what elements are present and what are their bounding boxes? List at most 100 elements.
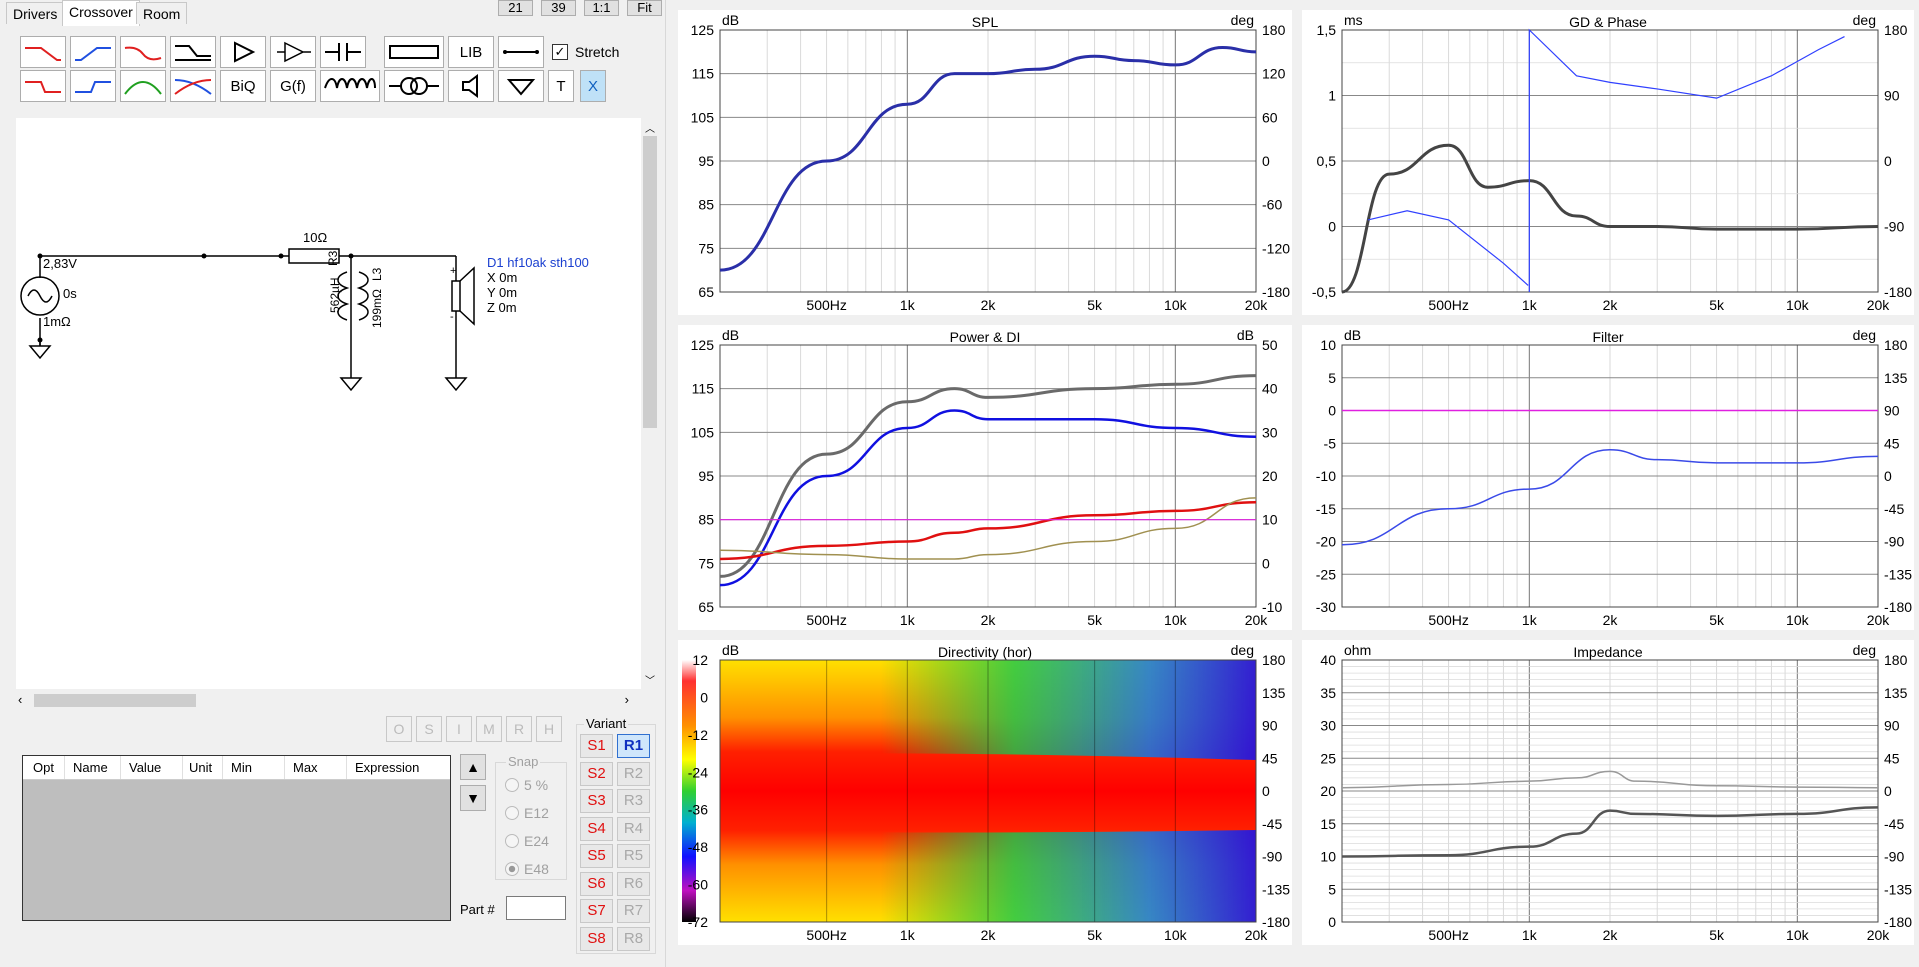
vertical-scrollbar[interactable]: ︿ ﹀ bbox=[641, 118, 659, 689]
scroll-left-arrow[interactable]: ‹ bbox=[18, 692, 23, 707]
s-button[interactable]: S bbox=[416, 716, 442, 742]
highpass-step-button[interactable] bbox=[70, 70, 116, 102]
fit-button[interactable]: Fit bbox=[627, 0, 662, 16]
zoom-39-button[interactable]: 39 bbox=[541, 0, 576, 16]
freq-tick-label: 2k bbox=[1603, 297, 1619, 313]
transformer-button[interactable] bbox=[384, 70, 444, 102]
h-button[interactable]: H bbox=[536, 716, 562, 742]
ground-button[interactable] bbox=[498, 70, 544, 102]
variant-s3-button[interactable]: S3 bbox=[580, 789, 613, 813]
delete-button[interactable]: X bbox=[580, 70, 606, 102]
variant-r1-button[interactable]: R1 bbox=[617, 734, 650, 758]
column-opt[interactable]: Opt bbox=[23, 756, 65, 779]
schematic-canvas[interactable]: + - 2,83V 0s 1mΩ 10Ω R3 562µH L3 199mΩ D… bbox=[16, 118, 641, 689]
variant-s5-button[interactable]: S5 bbox=[580, 844, 613, 868]
scroll-up-arrow[interactable]: ︿ bbox=[645, 124, 655, 135]
right-tick-label: -180 bbox=[1884, 599, 1912, 615]
freq-tick-label: 5k bbox=[1709, 927, 1725, 943]
snap-e48[interactable]: E48 bbox=[505, 861, 549, 877]
column-expression[interactable]: Expression bbox=[355, 760, 420, 775]
variant-s2-button[interactable]: S2 bbox=[580, 761, 613, 786]
variant-r3-button[interactable]: R3 bbox=[617, 789, 650, 813]
variant-s4-button[interactable]: S4 bbox=[580, 816, 613, 841]
tab-crossover[interactable]: Crossover bbox=[62, 0, 140, 26]
left-tick-label: 95 bbox=[698, 468, 714, 484]
freq-tick-label: 5k bbox=[1087, 927, 1103, 943]
part-number-input[interactable] bbox=[506, 896, 566, 920]
tab-drivers[interactable]: Drivers bbox=[6, 2, 65, 24]
snap-e24[interactable]: E24 bbox=[505, 833, 549, 849]
freq-tick-label: 10k bbox=[1786, 297, 1810, 313]
filter-chart[interactable]: 10 5 0 -5 -10 -15 -20 -25 -30 180 135 90 45 0 -45 -90 -1… bbox=[1302, 325, 1914, 630]
o-button[interactable]: O bbox=[386, 716, 412, 742]
zoom-1-1-button[interactable]: 1:1 bbox=[584, 0, 619, 16]
right-tick-label: 0 bbox=[1262, 783, 1270, 799]
power-di-chart[interactable]: 125 115 105 95 85 75 65 50 40 30 20 10 0 -10 dB dB 500Hz… bbox=[678, 325, 1292, 630]
variant-s8-button[interactable]: S8 bbox=[580, 926, 613, 951]
variant-r2-button[interactable]: R2 bbox=[617, 761, 650, 786]
opamp-button[interactable] bbox=[270, 36, 316, 68]
stretch-checkbox[interactable]: ✓ bbox=[552, 44, 568, 60]
horizontal-scroll-thumb[interactable] bbox=[34, 694, 196, 707]
right-tick-label: -10 bbox=[1262, 599, 1282, 615]
right-unit-label: deg bbox=[1231, 12, 1254, 28]
bandpass-button[interactable] bbox=[120, 70, 166, 102]
spl-chart[interactable]: 125 115 105 95 85 75 65 180 120 60 0 -60 -120 -180 dB d… bbox=[678, 10, 1292, 315]
column-unit[interactable]: Unit bbox=[183, 756, 223, 779]
directivity-chart[interactable]: 12 0 -12 -24 -36 -48 -60 -72 dB deg 180 135 90 45 0 -45… bbox=[678, 640, 1292, 945]
m-button[interactable]: M bbox=[476, 716, 502, 742]
column-value[interactable]: Value bbox=[121, 756, 183, 779]
variant-s6-button[interactable]: S6 bbox=[580, 871, 613, 896]
colorbar-tick-label: -24 bbox=[688, 764, 708, 780]
column-max[interactable]: Max bbox=[285, 756, 347, 779]
lib-button[interactable]: LIB bbox=[448, 36, 494, 68]
parts-table[interactable]: Opt Name Value Unit Min Max Expression bbox=[22, 755, 451, 921]
spl-title: SPL bbox=[971, 14, 999, 30]
column-min[interactable]: Min bbox=[223, 756, 285, 779]
right-tick-label: -90 bbox=[1884, 534, 1904, 550]
variant-r7-button[interactable]: R7 bbox=[617, 899, 650, 923]
capacitor-button[interactable] bbox=[320, 36, 366, 68]
right-tick-label: -180 bbox=[1262, 914, 1290, 930]
freq-tick-label: 500Hz bbox=[806, 297, 846, 313]
biquad-button[interactable]: BiQ bbox=[220, 70, 266, 102]
snap-5-percent[interactable]: 5 % bbox=[505, 777, 548, 793]
variant-r8-button[interactable]: R8 bbox=[617, 926, 650, 951]
r-button[interactable]: R bbox=[506, 716, 532, 742]
colorbar-tick-label: -12 bbox=[688, 727, 708, 743]
scroll-down-arrow[interactable]: ﹀ bbox=[645, 676, 655, 687]
move-down-button[interactable]: ▼ bbox=[460, 785, 486, 811]
variant-s7-button[interactable]: S7 bbox=[580, 899, 613, 923]
text-button[interactable]: T bbox=[548, 70, 574, 102]
crossover-button[interactable] bbox=[170, 70, 216, 102]
variant-r6-button[interactable]: R6 bbox=[617, 871, 650, 896]
highpass-blue-button[interactable] bbox=[70, 36, 116, 68]
wire-button[interactable] bbox=[498, 36, 544, 68]
move-up-button[interactable]: ▲ bbox=[460, 754, 486, 780]
resistor-button[interactable] bbox=[384, 36, 444, 68]
right-tick-label: 135 bbox=[1262, 685, 1286, 701]
notch-button[interactable] bbox=[170, 36, 216, 68]
i-button[interactable]: I bbox=[446, 716, 472, 742]
gd-phase-chart[interactable]: 1,5 1 0,5 0 -0,5 180 90 0 -90 -180 ms deg 500Hz 1k 2k 5… bbox=[1302, 10, 1914, 315]
speaker-button[interactable] bbox=[448, 70, 494, 102]
variant-r5-button[interactable]: R5 bbox=[617, 844, 650, 868]
zoom-21-button[interactable]: 21 bbox=[498, 0, 533, 16]
transfer-function-button[interactable]: G(f) bbox=[270, 70, 316, 102]
freq-tick-label: 2k bbox=[981, 927, 997, 943]
vertical-scroll-thumb[interactable] bbox=[643, 136, 657, 428]
lowpass-step-button[interactable] bbox=[20, 70, 66, 102]
variant-s1-button[interactable]: S1 bbox=[580, 734, 613, 758]
peak-red-button[interactable] bbox=[120, 36, 166, 68]
impedance-chart[interactable]: 40 35 30 25 20 15 10 5 0 180 135 90 45 0 -45 -90 -135 -18… bbox=[1302, 640, 1914, 945]
snap-e12[interactable]: E12 bbox=[505, 805, 549, 821]
inductor-button[interactable] bbox=[320, 70, 380, 102]
bandpass-icon bbox=[124, 81, 162, 95]
scroll-right-arrow[interactable]: › bbox=[624, 692, 629, 707]
tab-room[interactable]: Room bbox=[136, 2, 188, 24]
amplifier-button[interactable] bbox=[220, 36, 266, 68]
lowpass-red-button[interactable] bbox=[20, 36, 66, 68]
variant-r4-button[interactable]: R4 bbox=[617, 816, 650, 841]
horizontal-scrollbar[interactable]: ‹ › bbox=[16, 691, 641, 709]
column-name[interactable]: Name bbox=[65, 756, 121, 779]
